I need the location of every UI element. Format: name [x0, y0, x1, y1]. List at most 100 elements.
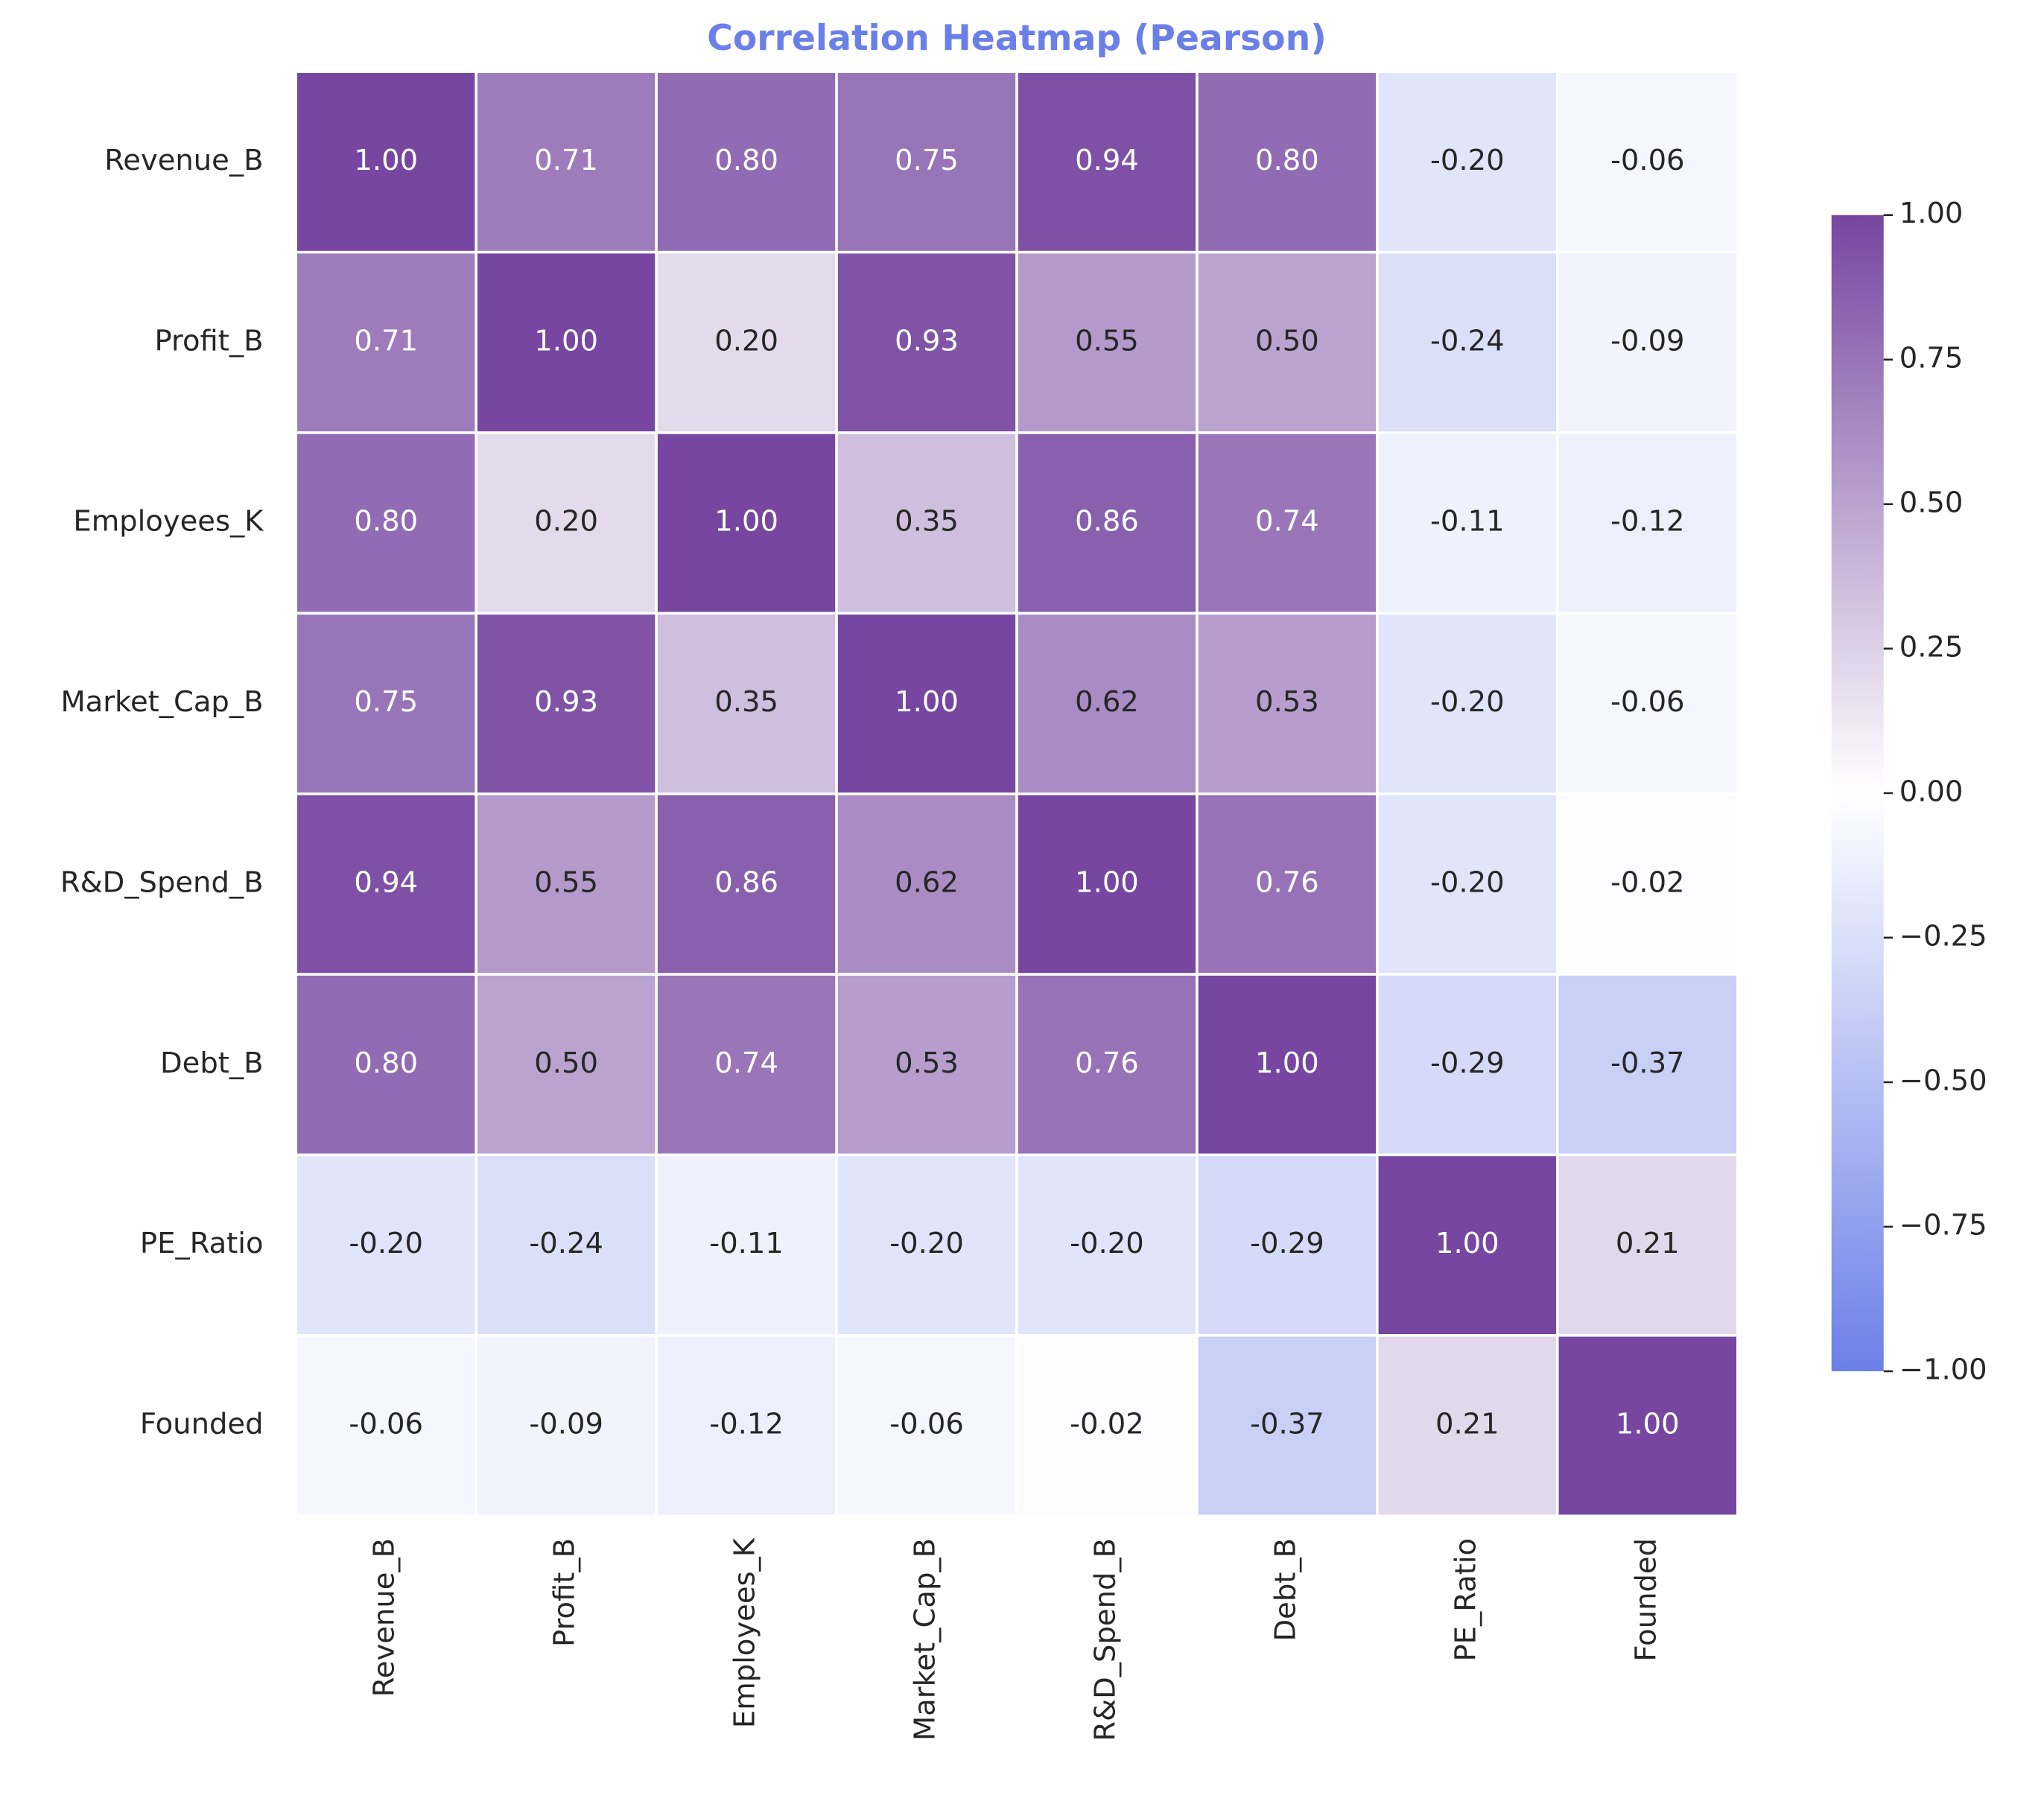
y-tick-label: Founded [140, 1408, 264, 1441]
heatmap-cell [835, 792, 1018, 976]
cell-label: -0.20 [1430, 866, 1505, 899]
heatmap-cell [1196, 1153, 1379, 1337]
heatmap-cell [294, 70, 477, 254]
heatmap-cell [475, 1334, 658, 1517]
heatmap-cell [1556, 1334, 1739, 1517]
heatmap-cell [835, 431, 1018, 615]
cell-label: 0.62 [1075, 685, 1139, 719]
cell-label: 0.75 [895, 144, 959, 177]
cell-label: 0.80 [714, 144, 778, 177]
cell-label: 0.71 [354, 324, 418, 358]
heatmap-cell [1376, 792, 1559, 976]
y-tick-label: Market_Cap_B [60, 685, 263, 719]
cell-label: -0.29 [1250, 1227, 1324, 1260]
y-tick-label: R&D_Spend_B [60, 866, 264, 899]
colorbar-tick-label: 0.50 [1899, 486, 1964, 519]
x-tick-label: PE_Ratio [1449, 1538, 1482, 1662]
heatmap-cell [294, 1153, 477, 1337]
heatmap-cell [475, 431, 658, 615]
cell-label: 0.21 [1435, 1408, 1499, 1441]
heatmap-cell [1015, 1334, 1199, 1517]
heatmap-cell [1556, 250, 1739, 434]
colorbar-tick-label: 0.75 [1899, 341, 1964, 375]
cell-label: 1.00 [1075, 866, 1139, 899]
cell-label: 0.93 [534, 685, 598, 719]
cell-label: -0.20 [889, 1227, 964, 1260]
x-tick-label: Profit_B [548, 1538, 582, 1647]
cell-label: 0.55 [534, 866, 598, 899]
cell-label: 1.00 [1255, 1047, 1319, 1080]
cell-label: -0.24 [529, 1227, 603, 1260]
x-tick-label: Revenue_B [368, 1538, 402, 1697]
cell-label: 1.00 [1616, 1408, 1680, 1441]
heatmap-cell [655, 973, 838, 1157]
heatmap-cell [835, 1334, 1018, 1517]
colorbar-tick-label: −1.00 [1899, 1353, 1987, 1386]
y-tick-label: Profit_B [154, 324, 263, 358]
cell-label: 0.53 [1255, 685, 1319, 719]
heatmap-cell [1015, 612, 1199, 796]
cell-label: -0.09 [1610, 324, 1685, 358]
cell-label: -0.06 [889, 1408, 964, 1441]
cell-label: -0.06 [1610, 144, 1685, 177]
heatmap-cell [1556, 70, 1739, 254]
cell-label: -0.37 [1250, 1408, 1324, 1441]
cell-label: 1.00 [895, 685, 959, 719]
cell-label: 0.50 [1255, 324, 1319, 358]
x-tick-label: R&D_Spend_B [1088, 1538, 1122, 1741]
colorbar-tick-label: 0.25 [1899, 630, 1964, 664]
heatmap-cell [655, 70, 838, 254]
cell-label: -0.20 [1430, 685, 1505, 719]
cell-label: 0.35 [714, 685, 778, 719]
cell-label: 0.93 [895, 324, 959, 358]
cell-label: 0.50 [534, 1047, 598, 1080]
cell-label: -0.02 [1610, 866, 1685, 899]
x-tick-label: Debt_B [1269, 1538, 1302, 1641]
cell-label: -0.37 [1610, 1047, 1685, 1080]
heatmap-cell [475, 250, 658, 434]
cell-label: 0.86 [1075, 505, 1139, 539]
colorbar-tick-label: 0.00 [1899, 775, 1964, 808]
cell-label: -0.11 [1430, 505, 1505, 539]
cell-label: -0.02 [1070, 1408, 1144, 1441]
heatmap-cell [1015, 1153, 1199, 1337]
cell-label: 0.75 [354, 685, 418, 719]
heatmap-cell [1196, 70, 1379, 254]
heatmap-cell [294, 431, 477, 615]
cell-label: -0.12 [709, 1408, 784, 1441]
heatmap-cell [655, 1334, 838, 1517]
cell-label: -0.06 [349, 1408, 423, 1441]
cell-label: 0.53 [895, 1047, 959, 1080]
cell-label: 0.20 [534, 505, 598, 539]
heatmap-cell [655, 792, 838, 976]
cell-label: 0.80 [1255, 144, 1319, 177]
heatmap-cell [1376, 1153, 1559, 1337]
heatmap-cell [1015, 431, 1199, 615]
heatmap-cell [1015, 973, 1199, 1157]
cell-label: -0.09 [529, 1408, 603, 1441]
heatmap-cell [1015, 792, 1199, 976]
y-tick-label: Revenue_B [104, 144, 263, 177]
y-tick-label: Employees_K [73, 505, 264, 539]
heatmap-cell [1376, 973, 1559, 1157]
heatmap-cell [1196, 250, 1379, 434]
cell-label: -0.06 [1610, 685, 1685, 719]
colorbar-tick-label: −0.25 [1899, 919, 1987, 953]
heatmap-cell [655, 431, 838, 615]
y-tick-label: Debt_B [160, 1047, 263, 1080]
cell-label: -0.12 [1610, 505, 1685, 539]
cell-label: 0.35 [895, 505, 959, 539]
colorbar-tick-label: −0.50 [1899, 1064, 1987, 1097]
heatmap-cell [1556, 792, 1739, 976]
cell-label: 0.74 [714, 1047, 778, 1080]
heatmap-cell [1556, 973, 1739, 1157]
colorbar [1831, 215, 1884, 1371]
cell-label: -0.20 [1070, 1227, 1144, 1260]
heatmap-cell [835, 612, 1018, 796]
heatmap-cell [835, 70, 1018, 254]
heatmap-cell [294, 612, 477, 796]
x-tick-label: Employees_K [729, 1537, 762, 1728]
cell-label: 0.80 [354, 1047, 418, 1080]
cell-label: 0.94 [1075, 144, 1139, 177]
cell-label: 1.00 [354, 144, 418, 177]
